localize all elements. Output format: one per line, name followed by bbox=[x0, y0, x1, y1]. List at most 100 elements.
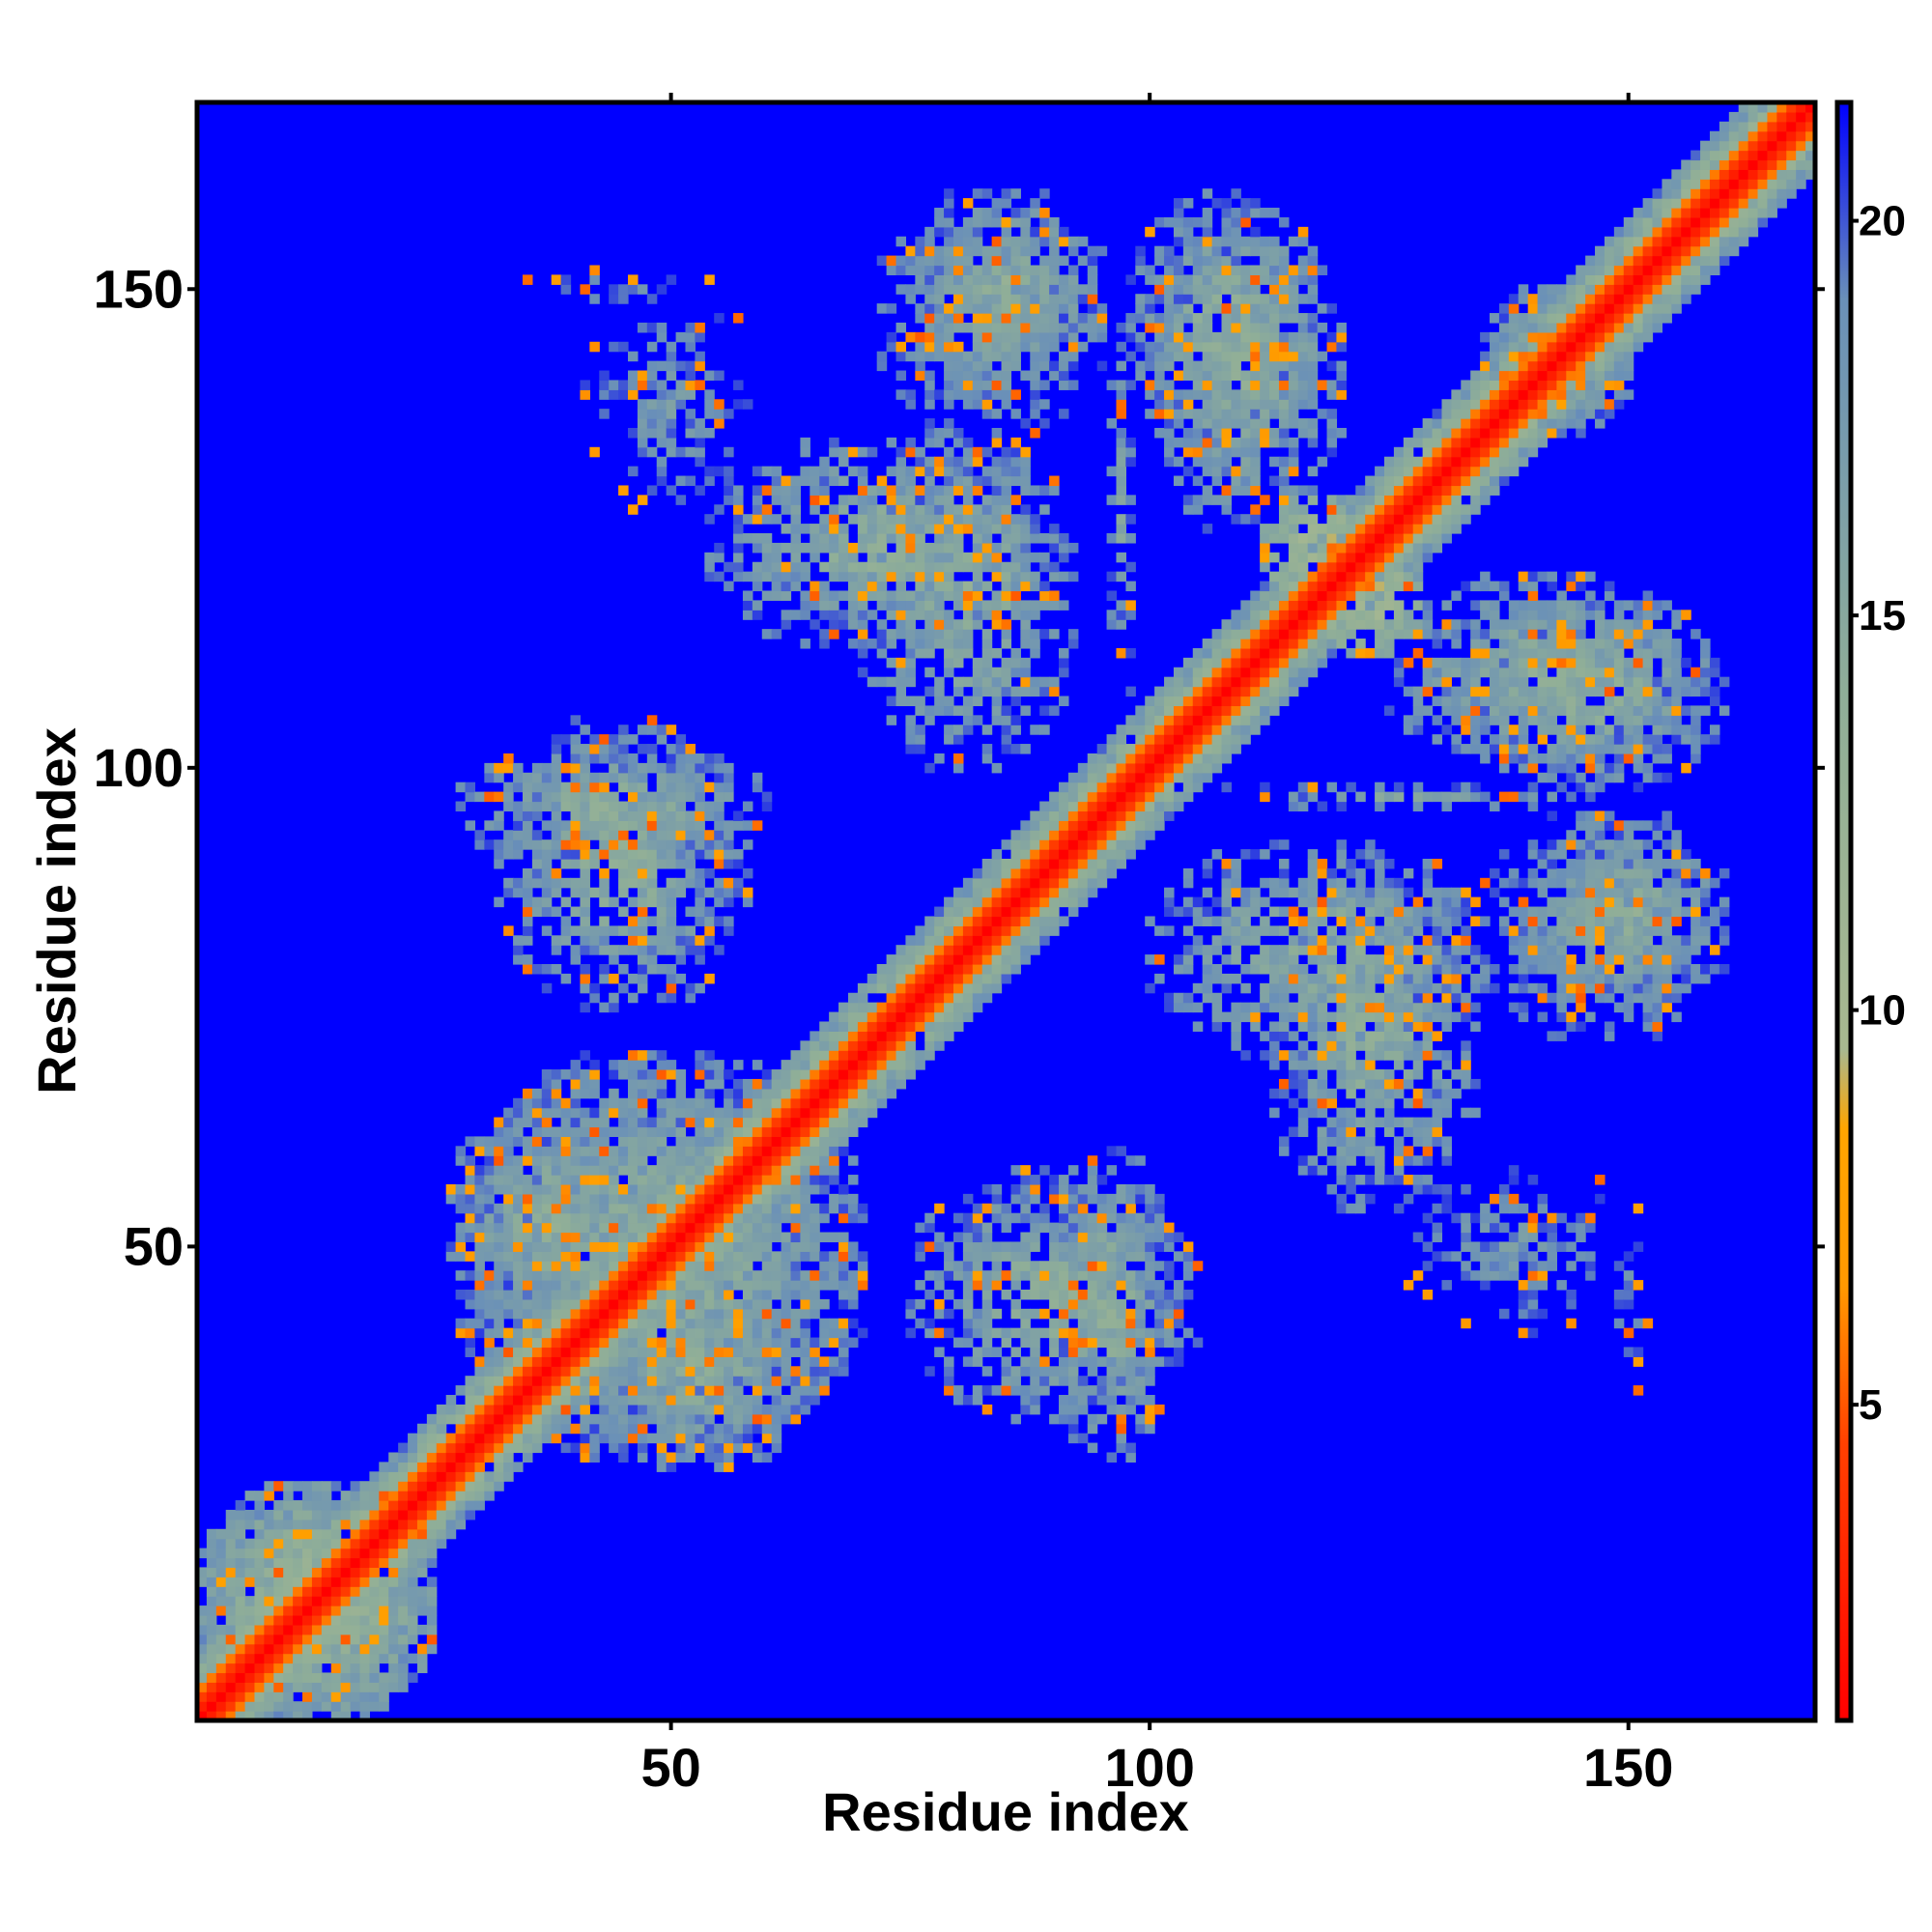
heatmap-cell bbox=[531, 1413, 543, 1425]
heatmap-cell bbox=[1020, 1175, 1031, 1185]
heatmap-cell bbox=[1173, 1298, 1184, 1310]
heatmap-cell bbox=[1049, 245, 1060, 257]
heatmap-cell bbox=[197, 1682, 208, 1692]
heatmap-cell bbox=[283, 1682, 294, 1692]
heatmap-cell bbox=[905, 571, 916, 582]
heatmap-cell bbox=[790, 1088, 802, 1099]
heatmap-cell bbox=[1010, 867, 1021, 879]
heatmap-cell bbox=[254, 1577, 265, 1587]
heatmap-cell bbox=[628, 1318, 639, 1329]
heatmap-cell bbox=[656, 1097, 668, 1109]
heatmap-cell bbox=[1135, 724, 1146, 735]
heatmap-cell bbox=[972, 1261, 983, 1271]
heatmap-cell bbox=[283, 1653, 294, 1664]
heatmap-cell bbox=[733, 1413, 744, 1425]
heatmap-cell bbox=[1030, 198, 1040, 209]
heatmap-cell bbox=[810, 504, 820, 515]
heatmap-cell bbox=[513, 1423, 524, 1435]
heatmap-cell bbox=[666, 964, 677, 975]
heatmap-cell bbox=[197, 1567, 208, 1577]
heatmap-cell bbox=[254, 1634, 265, 1645]
heatmap-cell bbox=[1001, 705, 1012, 716]
heatmap-cell bbox=[790, 504, 802, 515]
heatmap-cell bbox=[628, 753, 639, 764]
heatmap-cell bbox=[944, 456, 954, 468]
heatmap-cell bbox=[311, 1643, 323, 1655]
heatmap-cell bbox=[350, 1509, 361, 1520]
heatmap-cell bbox=[1173, 1347, 1184, 1357]
heatmap-cell bbox=[981, 1308, 993, 1320]
heatmap-cell bbox=[628, 734, 639, 745]
heatmap-cell bbox=[1096, 791, 1108, 803]
heatmap-cell bbox=[1059, 294, 1069, 304]
heatmap-cell bbox=[656, 1376, 668, 1386]
heatmap-cell bbox=[924, 284, 935, 295]
heatmap-cell bbox=[599, 1327, 610, 1339]
heatmap-cell bbox=[924, 437, 935, 448]
heatmap-cell bbox=[704, 427, 715, 439]
heatmap-cell bbox=[646, 830, 658, 840]
heatmap-cell bbox=[1116, 1183, 1126, 1195]
heatmap-cell bbox=[398, 1462, 409, 1472]
heatmap-cell bbox=[1001, 1356, 1012, 1367]
heatmap-cell bbox=[847, 1011, 859, 1023]
heatmap-cell bbox=[675, 1251, 687, 1262]
heatmap-cell bbox=[1020, 514, 1031, 525]
heatmap-cell bbox=[1020, 524, 1031, 534]
heatmap-cell bbox=[589, 1146, 600, 1156]
heatmap-cell bbox=[531, 896, 543, 908]
heatmap-cell bbox=[934, 1280, 945, 1291]
heatmap-cell bbox=[934, 696, 945, 707]
heatmap-cell bbox=[905, 1060, 916, 1070]
heatmap-cell bbox=[580, 389, 590, 400]
heatmap-cell bbox=[646, 294, 658, 304]
heatmap-cell bbox=[962, 1261, 974, 1271]
heatmap-cell bbox=[609, 1347, 619, 1357]
heatmap-cell bbox=[952, 504, 964, 515]
heatmap-cell bbox=[541, 1078, 553, 1090]
heatmap-cell bbox=[388, 1557, 399, 1569]
heatmap-cell bbox=[991, 322, 1003, 333]
heatmap-cell bbox=[771, 1376, 782, 1386]
heatmap-cell bbox=[895, 370, 907, 382]
heatmap-cell bbox=[628, 1126, 639, 1138]
heatmap-cell bbox=[1001, 255, 1012, 267]
heatmap-cell bbox=[1067, 351, 1079, 362]
heatmap-cell bbox=[905, 1327, 916, 1339]
heatmap-cell bbox=[215, 1701, 227, 1712]
heatmap-cell bbox=[1077, 1356, 1089, 1367]
heatmap-cell bbox=[494, 1452, 504, 1463]
heatmap-cell bbox=[426, 1548, 438, 1559]
heatmap-cell bbox=[895, 446, 907, 458]
heatmap-cell bbox=[800, 1366, 810, 1377]
heatmap-cell bbox=[819, 1107, 830, 1119]
heatmap-cell bbox=[1001, 216, 1012, 228]
heatmap-cell bbox=[513, 954, 524, 965]
heatmap-cell bbox=[666, 877, 677, 889]
heatmap-cell bbox=[733, 485, 744, 496]
heatmap-cell bbox=[675, 1270, 687, 1281]
heatmap-cell bbox=[972, 1270, 983, 1281]
heatmap-cell bbox=[1087, 753, 1098, 764]
heatmap-cell bbox=[1096, 801, 1108, 812]
heatmap-cell bbox=[981, 294, 993, 304]
heatmap-cell bbox=[656, 1060, 668, 1070]
heatmap-cell bbox=[225, 1567, 237, 1577]
heatmap-cell bbox=[1001, 265, 1012, 275]
heatmap-cell bbox=[599, 1126, 610, 1138]
heatmap-cell bbox=[800, 1385, 810, 1396]
heatmap-cell bbox=[560, 1280, 572, 1291]
heatmap-cell bbox=[570, 753, 582, 764]
heatmap-cell bbox=[962, 715, 974, 725]
heatmap-cell bbox=[1106, 801, 1118, 812]
heatmap-cell bbox=[981, 964, 993, 975]
heatmap-cell bbox=[1154, 801, 1165, 812]
heatmap-cell bbox=[1059, 801, 1069, 812]
heatmap-cell bbox=[311, 1509, 323, 1520]
heatmap-cell bbox=[254, 1519, 265, 1530]
heatmap-cell bbox=[714, 1146, 724, 1156]
heatmap-cell bbox=[934, 945, 945, 955]
heatmap-cell bbox=[1164, 265, 1175, 275]
heatmap-cell bbox=[944, 542, 954, 554]
heatmap-cell bbox=[675, 1395, 687, 1406]
